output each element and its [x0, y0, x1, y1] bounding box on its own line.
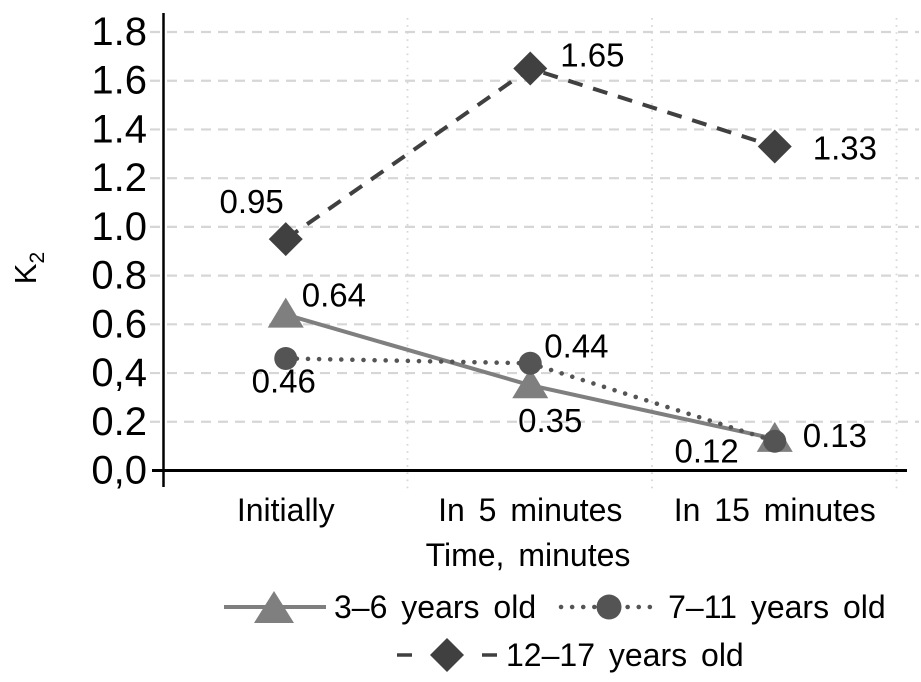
- y-tick-label: 1.4: [91, 107, 147, 151]
- y-tick-label: 0,0: [91, 449, 147, 493]
- y-tick-label: 1.0: [91, 205, 147, 249]
- y-tick-label: 0.2: [91, 400, 147, 444]
- data-label: 0.35: [518, 402, 582, 439]
- circle-marker: [274, 346, 298, 370]
- y-tick-label: 0.8: [91, 254, 147, 298]
- x-tick-label: In 5 minutes: [438, 492, 622, 528]
- data-label: 1.33: [813, 129, 877, 166]
- y-tick-label: 1.8: [91, 10, 147, 54]
- circle-marker: [518, 351, 542, 375]
- triangle-marker: [267, 297, 304, 328]
- diamond-marker: [268, 222, 303, 257]
- data-label: 1.65: [560, 37, 624, 74]
- y-tick-label: 1.6: [91, 59, 147, 103]
- data-label: 0.44: [544, 327, 608, 364]
- circle-marker: [763, 429, 787, 453]
- y-tick-label: 1.2: [91, 156, 147, 200]
- x-tick-label: Initially: [237, 492, 335, 528]
- data-label: 0.12: [675, 432, 739, 469]
- series-line-2: [284, 66, 776, 241]
- data-label: 0.95: [220, 183, 284, 220]
- x-tick-label: In 15 minutes: [674, 492, 876, 528]
- y-tick-label: 0.6: [91, 302, 147, 346]
- diamond-marker: [513, 51, 548, 86]
- data-label: 0.64: [302, 277, 366, 314]
- y-axis-title: K2: [8, 252, 49, 284]
- data-label: 0.13: [803, 417, 867, 454]
- triangle-marker: [512, 368, 549, 399]
- y-tick-label: 0,4: [91, 351, 147, 395]
- diamond-marker: [757, 129, 792, 164]
- x-axis-title: Time, minutes: [426, 537, 631, 573]
- data-label: 0.46: [252, 362, 316, 399]
